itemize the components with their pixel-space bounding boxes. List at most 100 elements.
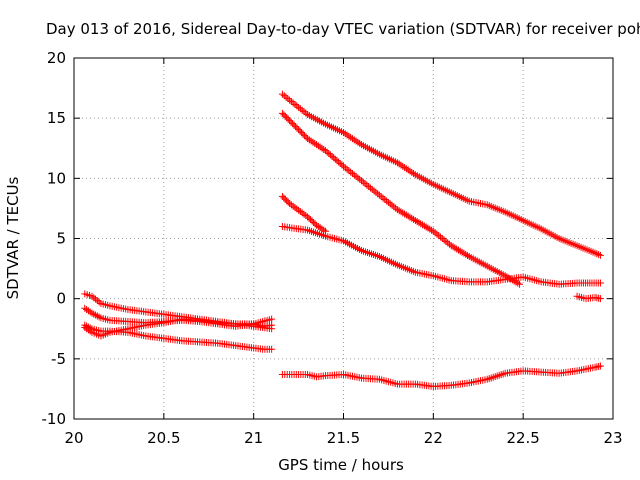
- data-point: [438, 235, 446, 242]
- series-sat-d: [81, 321, 276, 353]
- data-point: [343, 165, 351, 173]
- series-sat-i: [573, 292, 604, 303]
- data-point: [354, 174, 362, 182]
- data-point: [413, 218, 421, 226]
- data-point: [326, 151, 334, 159]
- data-point: [408, 168, 416, 176]
- data-point: [345, 132, 353, 140]
- data-point: [463, 251, 471, 259]
- data-point: [395, 207, 403, 215]
- y-axis-label: SDTVAR / TECUs: [4, 176, 22, 299]
- data-point: [284, 95, 292, 103]
- data-point: [330, 154, 338, 162]
- data-point: [278, 90, 286, 98]
- x-tick-label: 20.5: [147, 429, 180, 447]
- data-point: [338, 161, 346, 169]
- data-point: [296, 208, 304, 216]
- data-point: [336, 159, 344, 167]
- data-point: [291, 100, 299, 108]
- data-point: [345, 167, 353, 175]
- series-sat-h: [278, 222, 604, 288]
- data-point: [313, 141, 321, 149]
- data-point: [356, 139, 364, 147]
- data-point: [286, 96, 294, 104]
- data-point: [374, 190, 382, 198]
- data-point: [292, 123, 300, 131]
- data-point: [268, 315, 276, 323]
- data-point: [368, 185, 376, 193]
- data-point: [291, 204, 299, 212]
- data-point: [84, 323, 92, 331]
- data-point: [301, 132, 309, 140]
- x-tick-label: 21.5: [327, 429, 360, 447]
- data-point: [296, 105, 304, 113]
- data-point: [300, 108, 308, 116]
- axis-ticks: [73, 57, 614, 420]
- data-point: [361, 180, 369, 188]
- data-point: [386, 200, 394, 208]
- data-point: [406, 167, 414, 175]
- data-point: [86, 308, 94, 316]
- data-point: [316, 224, 324, 232]
- y-tick-label: -5: [51, 350, 66, 368]
- data-point: [410, 215, 418, 223]
- data-point: [428, 226, 436, 234]
- data-point: [379, 194, 387, 202]
- data-point: [328, 152, 336, 160]
- data-point: [81, 304, 89, 312]
- series-sat-f: [278, 109, 524, 288]
- data-point: [401, 164, 409, 172]
- data-point: [333, 157, 341, 165]
- data-point: [393, 206, 401, 214]
- data-point: [417, 220, 425, 228]
- data-point: [402, 211, 410, 219]
- x-tick-label: 22.5: [506, 429, 539, 447]
- data-point: [293, 124, 301, 132]
- data-point: [325, 150, 333, 158]
- data-point: [293, 205, 301, 213]
- data-point: [295, 126, 303, 134]
- data-point: [462, 250, 470, 258]
- data-point: [92, 311, 100, 319]
- data-point: [95, 298, 103, 306]
- data-point: [453, 245, 461, 253]
- data-point: [92, 295, 100, 303]
- data-point: [286, 200, 294, 208]
- data-point: [352, 137, 360, 145]
- series-sat-j: [278, 362, 604, 391]
- data-point: [289, 99, 297, 107]
- data-point: [596, 362, 604, 370]
- data-point: [516, 280, 524, 288]
- data-point: [377, 193, 385, 201]
- data-point: [350, 171, 358, 179]
- data-point: [383, 197, 391, 205]
- data-point: [395, 160, 403, 168]
- data-point: [393, 159, 401, 167]
- data-point: [399, 162, 407, 170]
- data-point: [90, 310, 98, 318]
- data-point: [451, 244, 459, 252]
- data-point: [366, 184, 374, 192]
- data-point: [381, 196, 389, 204]
- data-point: [298, 129, 306, 137]
- data-point: [278, 192, 286, 200]
- data-point: [268, 345, 276, 353]
- data-point: [286, 117, 294, 125]
- data-point: [424, 224, 432, 232]
- data-point: [95, 313, 103, 321]
- data-point: [83, 322, 91, 330]
- data-point: [341, 130, 349, 138]
- data-point: [282, 93, 290, 101]
- data-point: [426, 225, 434, 233]
- data-point: [356, 175, 364, 183]
- data-point: [280, 92, 288, 100]
- data-point: [331, 155, 339, 163]
- data-point: [287, 201, 295, 209]
- data-point: [304, 135, 312, 143]
- data-point: [458, 248, 466, 256]
- data-point: [596, 295, 604, 303]
- data-point: [440, 236, 448, 244]
- data-point: [309, 138, 317, 146]
- data-point: [392, 204, 400, 212]
